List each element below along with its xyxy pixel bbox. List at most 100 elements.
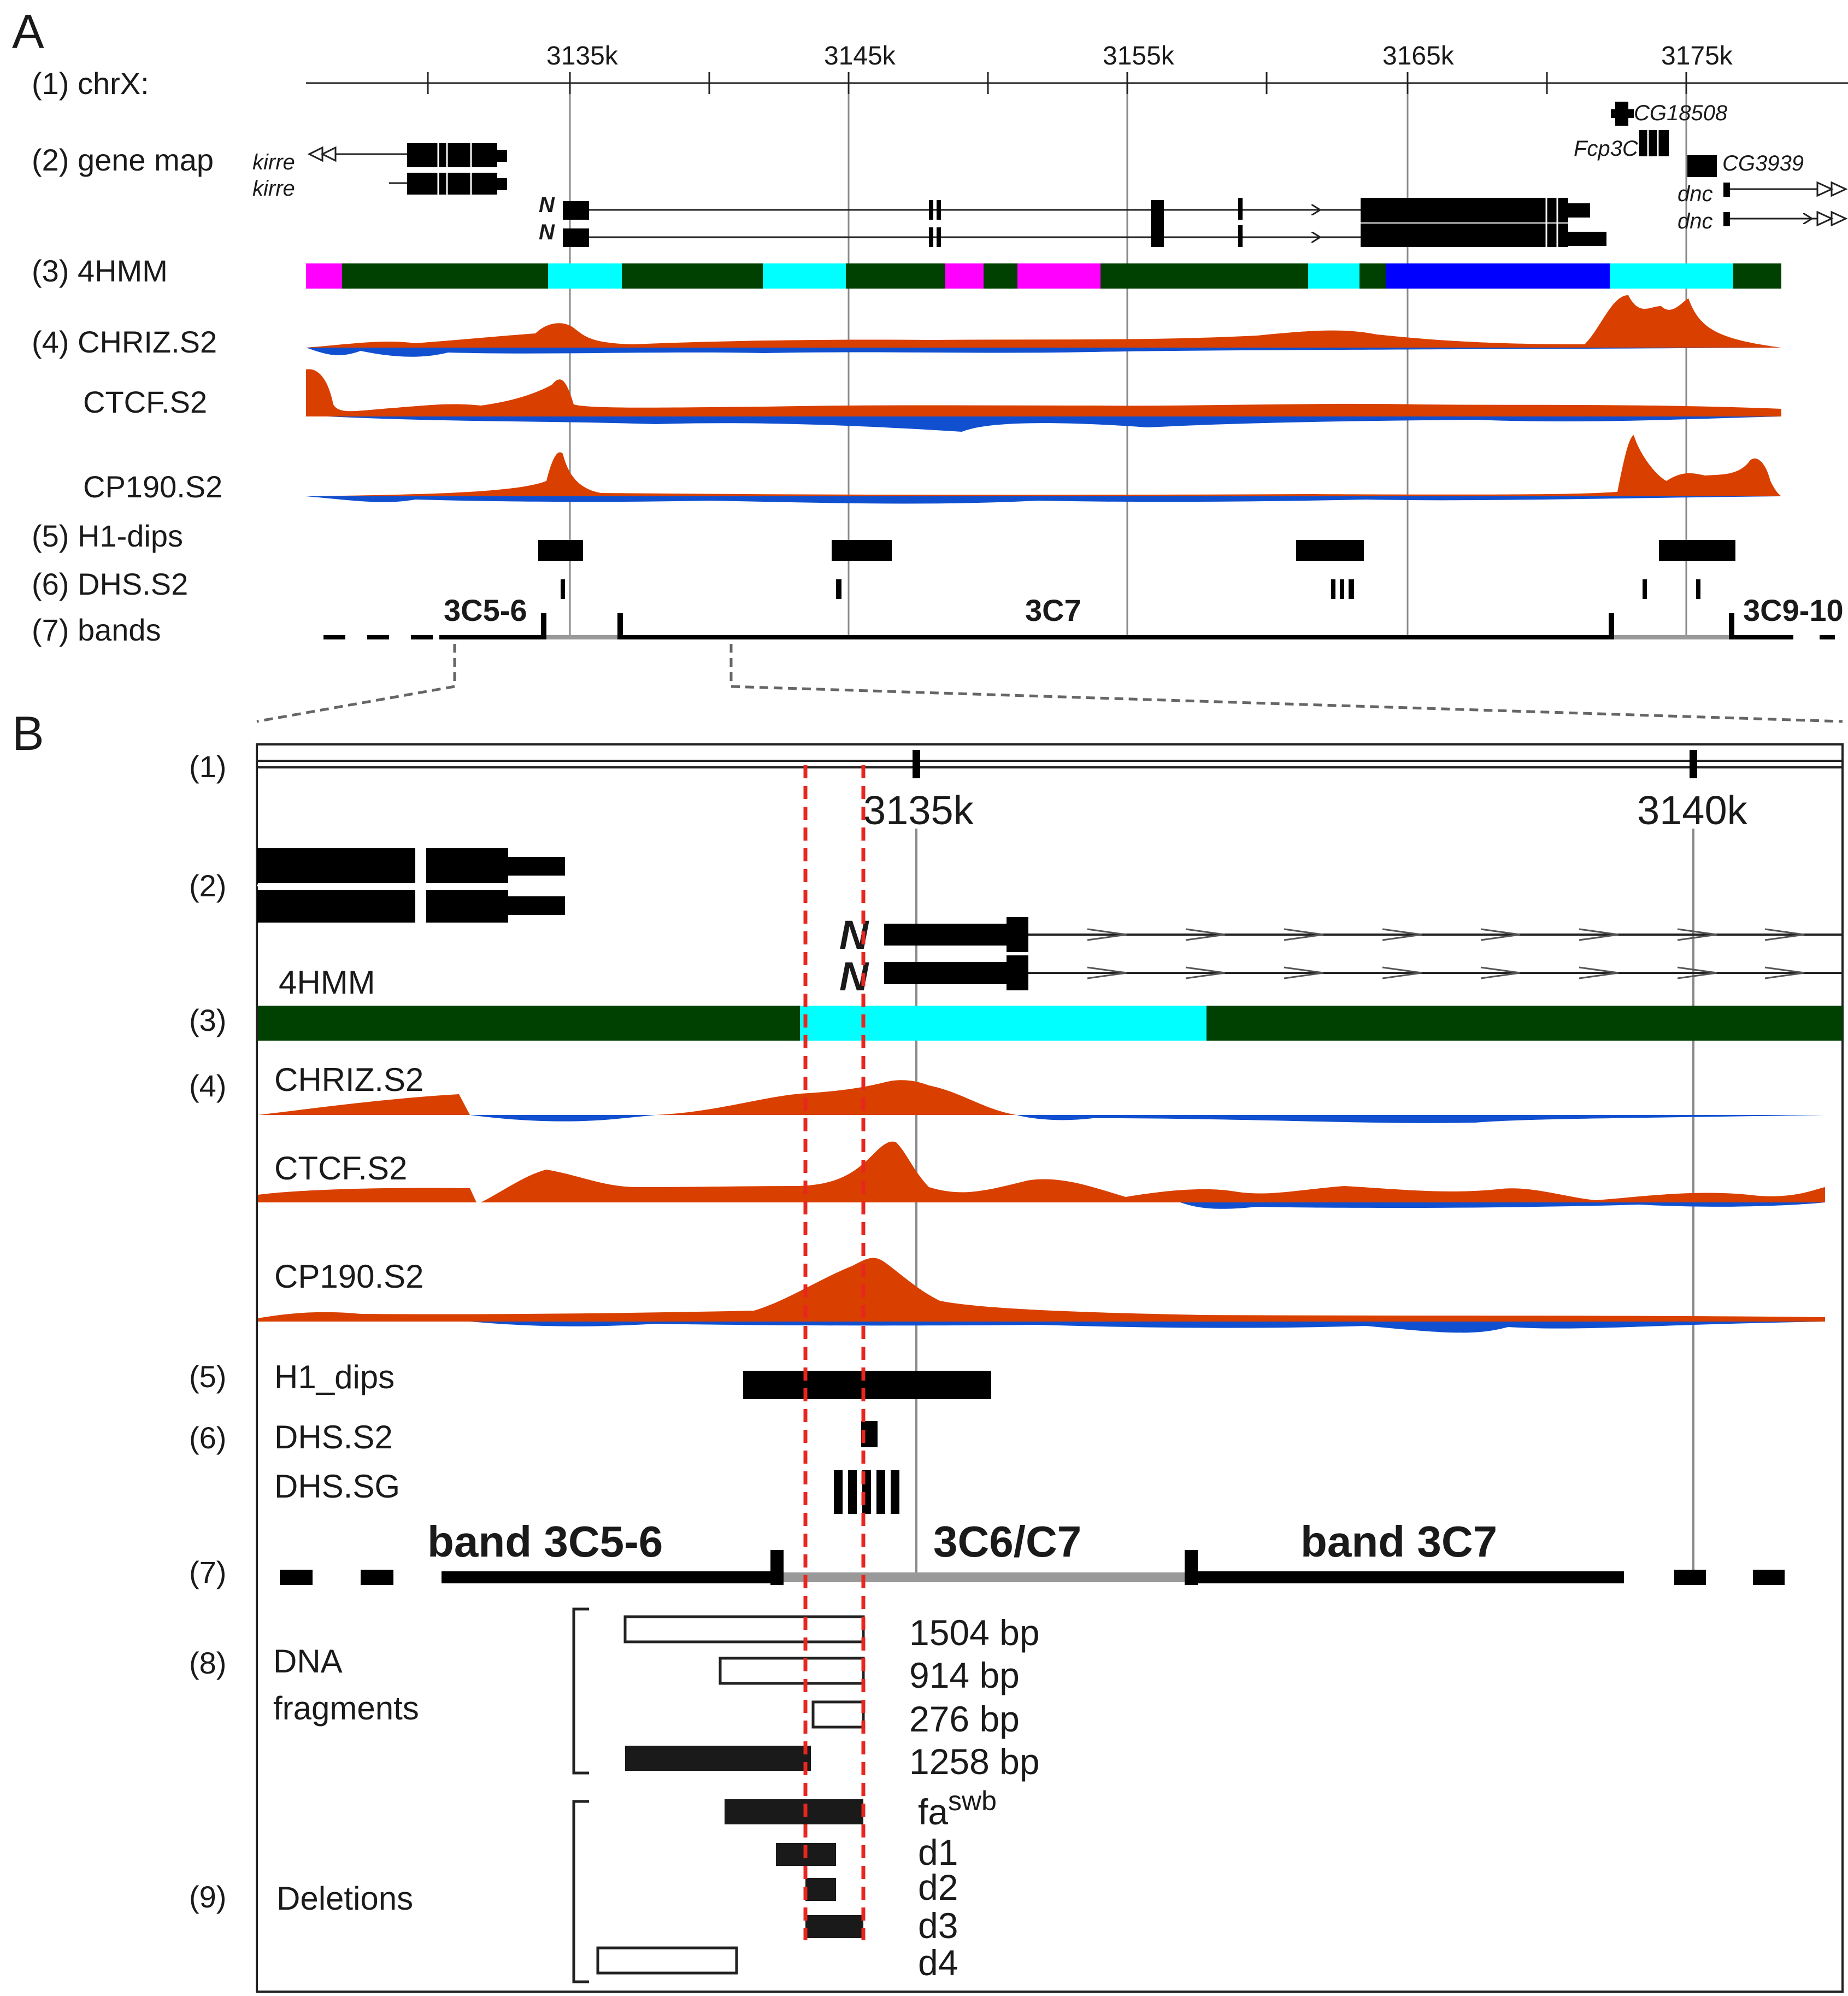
chriz-track-a (306, 295, 1781, 357)
bands-b: band 3C5-6 3C6/C7 band 3C7 (280, 1517, 1785, 1585)
gene-label-dnc: dnc (1678, 182, 1713, 206)
dna-fragment-bar (625, 1746, 811, 1771)
ruler-b: 3135k 3140k (257, 750, 1843, 833)
tick-label-a: 3135k (546, 42, 619, 71)
track-label-cp190: CP190.S2 (274, 1258, 424, 1295)
row-label-chrx: (1) chrX: (32, 66, 149, 101)
dna-fragment-bar (811, 1700, 865, 1729)
row-label-4hmm: (3) 4HMM (32, 254, 168, 288)
deletion-label-faswb: faswb (918, 1786, 997, 1832)
deletion-bar (725, 1799, 863, 1824)
dhs-a (561, 579, 1700, 599)
dna-fragment-label: 276 bp (909, 1699, 1020, 1739)
row-number: (8) (189, 1646, 226, 1680)
gene-label-n: N (539, 220, 555, 244)
row-label-h1-dips: (5) H1-dips (32, 519, 183, 553)
band-label-a: 3C5-6 (444, 593, 527, 627)
tick-label-b: 3135k (863, 788, 974, 833)
row-label-dhs: (6) DHS.S2 (32, 567, 188, 601)
dna-fragments-label: fragments (273, 1690, 419, 1727)
deletions-label: Deletions (276, 1880, 413, 1917)
deletion-base: fa (918, 1792, 948, 1832)
row-number: (3) (189, 1003, 226, 1037)
dna-fragments: DNA fragments 1504 bp 914 bp 276 bp 1258… (273, 1607, 1040, 1782)
zoom-connector (256, 644, 1843, 723)
ctcf-track-b (258, 1141, 1825, 1209)
deletion-label: d3 (918, 1905, 958, 1946)
bands-a: 3C5-6 3C7 3C9-10 (323, 593, 1844, 639)
panel-b-row-numbers: (1) (2) (3) (4) (5) (6) (7) (8) (9) (189, 749, 226, 1914)
band-label-b: band 3C5-6 (427, 1517, 663, 1566)
cp190-track-a (306, 435, 1781, 504)
panel-b: B (1) (2) (3) (4) (5) (6) (7) (8) (9) 31… (12, 706, 1844, 1993)
tick-label-b: 3140k (1637, 788, 1748, 833)
track-label-ctcf: CTCF.S2 (274, 1150, 407, 1187)
deletion-superscript: swb (948, 1786, 997, 1816)
track-label-dhs-s2: DHS.S2 (274, 1419, 393, 1455)
deletion-bar (805, 1878, 836, 1901)
deletion-label: d2 (918, 1867, 958, 1907)
row-label-bands: (7) bands (32, 613, 161, 647)
dhs-b (834, 1421, 899, 1514)
row-number: (9) (189, 1880, 226, 1914)
row-number: (4) (189, 1069, 226, 1103)
dna-fragments-label: DNA (273, 1643, 343, 1680)
panel-a-row-labels: (1) chrX: (2) gene map (3) 4HMM (4) CHRI… (32, 66, 222, 647)
panel-b-frame (256, 743, 1844, 1993)
tick-label-a: 3155k (1103, 42, 1175, 71)
cp190-track-b (258, 1258, 1825, 1333)
row-label-cp190: CP190.S2 (83, 469, 222, 504)
panel-b-letter: B (12, 706, 44, 760)
deletion-label: d4 (918, 1942, 958, 1983)
track-labels-b: 4HMM CHRIZ.S2 CTCF.S2 CP190.S2 H1_dips D… (274, 964, 424, 1505)
gene-label-n: N (539, 193, 555, 217)
tick-label-a: 3175k (1661, 42, 1733, 71)
gene-label-fcp3c: Fcp3C (1574, 137, 1639, 161)
deletion-bar (596, 1946, 738, 1975)
dna-fragment-label: 914 bp (909, 1655, 1020, 1695)
deletion-label: d1 (918, 1832, 958, 1872)
row-number: (2) (189, 868, 226, 903)
gene-map-a: kirre kirre N N (252, 101, 1848, 247)
tick-label-a: 3165k (1382, 42, 1455, 71)
row-label-gene-map: (2) gene map (32, 143, 214, 177)
band-label-b: 3C6/C7 (933, 1517, 1081, 1566)
gene-label-kirre: kirre (252, 177, 295, 201)
dna-fragment-label: 1504 bp (909, 1612, 1040, 1653)
band-label-a: 3C7 (1025, 593, 1081, 627)
h1-dips-a (538, 540, 1735, 561)
gene-label-cg18508: CG18508 (1634, 101, 1728, 125)
track-label-chriz: CHRIZ.S2 (274, 1061, 423, 1098)
ruler-a: 3135k 3145k 3155k 3165k 3175k (306, 42, 1848, 94)
track-label-dhs-sg: DHS.SG (274, 1468, 400, 1505)
gene-map-b: N N (257, 848, 1843, 999)
gene-label-kirre: kirre (252, 150, 295, 174)
dna-fragment-label: 1258 bp (909, 1741, 1040, 1782)
ctcf-track-a (306, 369, 1781, 432)
row-number: (6) (189, 1420, 226, 1455)
hmm-track-a (306, 263, 1781, 289)
dna-fragment-bar (719, 1657, 865, 1685)
band-label-a: 3C9-10 (1743, 593, 1844, 627)
panel-a-letter: A (12, 4, 44, 58)
panel-a: A (1) chrX: (2) gene map (3) 4HMM (4) CH… (12, 4, 1848, 647)
deletions: Deletions faswb d1 d2 d3 d4 (276, 1786, 997, 1983)
row-number: (7) (189, 1555, 226, 1589)
tick-label-a: 3145k (824, 42, 896, 71)
dna-fragment-bar (623, 1615, 865, 1643)
deletion-bar (805, 1915, 863, 1938)
row-number: (1) (189, 749, 226, 784)
hmm-track-b (258, 1006, 1843, 1041)
h1-dips-b (743, 1371, 991, 1399)
track-label-h1-dips: H1_dips (274, 1359, 395, 1395)
track-label-4hmm: 4HMM (279, 964, 375, 1001)
grid-lines-a (569, 83, 1687, 635)
chriz-track-b (258, 1080, 1825, 1123)
row-number: (5) (189, 1359, 226, 1394)
gene-label-dnc: dnc (1678, 209, 1713, 233)
highlight-region (803, 765, 866, 1940)
gene-label-cg3939: CG3939 (1722, 151, 1804, 175)
row-label-ctcf: CTCF.S2 (83, 385, 207, 419)
band-label-b: band 3C7 (1300, 1517, 1497, 1566)
